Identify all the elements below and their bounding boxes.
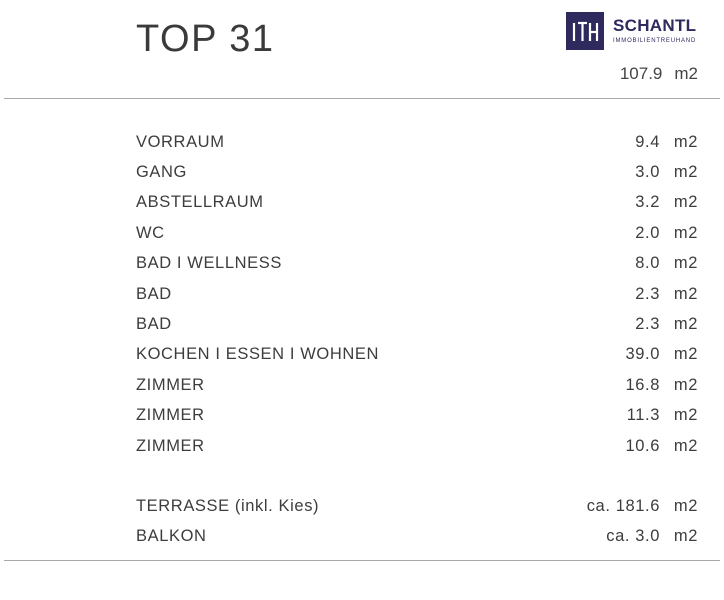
room-row: BAD 2.3 m2 xyxy=(136,279,698,309)
room-area: 2.3 xyxy=(635,284,660,303)
room-row: VORRAUM 9.4 m2 xyxy=(136,127,698,157)
total-area-value: 107.9 xyxy=(619,64,663,83)
logo-subtitle: IMMOBILIENTREUHAND xyxy=(613,38,697,44)
outdoor-unit: m2 xyxy=(673,496,698,515)
outdoor-row: TERRASSE (inkl. Kies) ca. 181.6 m2 xyxy=(136,491,698,521)
outdoor-list: TERRASSE (inkl. Kies) ca. 181.6 m2 BALKON c… xyxy=(136,491,698,552)
outdoor-area: ca. 3.0 xyxy=(606,527,660,546)
outdoor-name: TERRASSE (inkl. Kies) xyxy=(136,496,320,515)
room-row: ZIMMER 16.8 m2 xyxy=(136,370,698,400)
room-row: GANG 3.0 m2 xyxy=(136,157,698,187)
room-area: 9.4 xyxy=(635,132,660,151)
room-name: BAD I WELLNESS xyxy=(136,254,282,273)
room-name: KOCHEN I ESSEN I WOHNEN xyxy=(136,345,379,364)
room-name: BAD xyxy=(136,315,172,334)
room-row: ZIMMER 10.6 m2 xyxy=(136,431,698,461)
logo-name: SCHANTL xyxy=(613,16,697,35)
room-name: WC xyxy=(136,223,165,242)
room-unit: m2 xyxy=(673,375,698,394)
room-unit: m2 xyxy=(673,345,698,364)
room-row: KOCHEN I ESSEN I WOHNEN 39.0 m2 xyxy=(136,340,698,370)
unit-title: TOP 31 xyxy=(136,18,275,60)
room-unit: m2 xyxy=(673,163,698,182)
total-area-unit: m2 xyxy=(674,64,698,83)
room-name: ZIMMER xyxy=(136,436,205,455)
divider-bottom xyxy=(4,560,720,561)
room-name: BAD xyxy=(136,284,172,303)
room-unit: m2 xyxy=(673,406,698,425)
outdoor-row: BALKON ca. 3.0 m2 xyxy=(136,521,698,551)
room-name: ABSTELLRAUM xyxy=(136,193,264,212)
room-row: BAD 2.3 m2 xyxy=(136,309,698,339)
room-unit: m2 xyxy=(673,132,698,151)
outdoor-name: BALKON xyxy=(136,527,207,546)
room-area: 39.0 xyxy=(625,345,660,364)
room-list: VORRAUM 9.4 m2 GANG 3.0 m2 ABSTELLRAUM 3.2 m2 … xyxy=(136,127,698,461)
room-name: ZIMMER xyxy=(136,375,205,394)
outdoor-area: ca. 181.6 xyxy=(586,496,660,515)
room-unit: m2 xyxy=(673,223,698,242)
room-area: 2.3 xyxy=(635,315,660,334)
logo-mark-icon xyxy=(566,12,604,50)
room-name: ZIMMER xyxy=(136,406,205,425)
divider-top xyxy=(4,98,720,99)
room-unit: m2 xyxy=(673,315,698,334)
room-name: VORRAUM xyxy=(136,132,225,151)
room-area: 10.6 xyxy=(625,436,660,455)
room-area: 2.0 xyxy=(635,223,660,242)
outdoor-unit: m2 xyxy=(673,527,698,546)
total-area: 107.9 m2 xyxy=(620,64,698,84)
room-row: BAD I WELLNESS 8.0 m2 xyxy=(136,249,698,279)
room-area: 11.3 xyxy=(626,406,660,425)
room-area: 16.8 xyxy=(625,375,660,394)
room-area: 3.2 xyxy=(635,193,660,212)
company-logo: SCHANTL IMMOBILIENTREUHAND xyxy=(566,12,712,50)
room-row: ZIMMER 11.3 m2 xyxy=(136,401,698,431)
room-row: WC 2.0 m2 xyxy=(136,218,698,248)
room-area: 3.0 xyxy=(635,163,660,182)
room-unit: m2 xyxy=(673,193,698,212)
room-unit: m2 xyxy=(673,254,698,273)
room-row: ABSTELLRAUM 3.2 m2 xyxy=(136,188,698,218)
room-area: 8.0 xyxy=(635,254,660,273)
room-unit: m2 xyxy=(673,284,698,303)
room-name: GANG xyxy=(136,163,187,182)
room-unit: m2 xyxy=(673,436,698,455)
